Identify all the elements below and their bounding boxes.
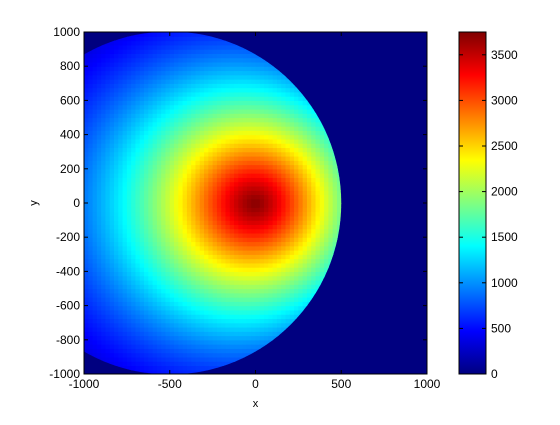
x-tick-label: -500 xyxy=(158,377,182,391)
colorbar-gradient xyxy=(459,32,486,374)
y-tick-label: 800 xyxy=(60,59,80,73)
colorbar-tick-label: 3000 xyxy=(491,93,518,107)
colorbar-tick-label: 2500 xyxy=(491,139,518,153)
colorbar-tick-label: 1000 xyxy=(491,276,518,290)
y-tick-label: -1000 xyxy=(49,367,80,381)
colorbar-tick-label: 500 xyxy=(491,321,511,335)
colorbar-tick-label: 2000 xyxy=(491,185,518,199)
y-axis-label: y xyxy=(28,200,40,206)
heatmap-field xyxy=(0,32,342,375)
x-tick-label: 500 xyxy=(331,377,351,391)
y-tick-label: 600 xyxy=(60,93,80,107)
y-tick-label: 400 xyxy=(60,128,80,142)
x-tick-label: 1000 xyxy=(414,377,441,391)
x-tick-label: 0 xyxy=(252,377,259,391)
y-tick-label: -800 xyxy=(56,333,80,347)
colorbar-tick-label: 0 xyxy=(491,367,498,381)
colorbar-tick-label: 3500 xyxy=(491,48,518,62)
y-tick-label: 200 xyxy=(60,162,80,176)
y-tick-label: -600 xyxy=(56,299,80,313)
colorbar-tick-label: 1500 xyxy=(491,230,518,244)
x-axis-label: x xyxy=(253,398,259,410)
y-tick-label: -400 xyxy=(56,264,80,278)
y-tick-label: 0 xyxy=(73,196,80,210)
y-tick-label: 1000 xyxy=(53,25,80,39)
y-tick-label: -200 xyxy=(56,230,80,244)
